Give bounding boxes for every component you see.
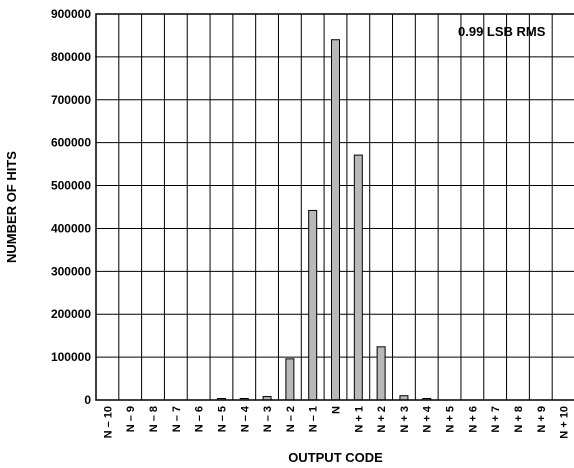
y-tick-label: 300000 [51, 264, 91, 278]
x-tick-label: N + 4 [422, 405, 434, 432]
y-tick-label: 600000 [51, 136, 91, 150]
y-axis-title: NUMBER OF HITS [4, 151, 19, 263]
x-tick-label: N + 3 [399, 406, 411, 433]
x-tick-label: N – 9 [125, 406, 137, 432]
bar [286, 359, 294, 400]
x-tick-label: N [331, 406, 343, 414]
y-tick-label: 400000 [51, 221, 91, 235]
y-tick-label: 500000 [51, 179, 91, 193]
x-tick-label: N – 7 [171, 406, 183, 432]
y-tick-labels: 0 100000 200000 300000 400000 500000 600000 700… [51, 7, 91, 407]
y-tick-label: 0 [84, 393, 91, 407]
y-tick-label: 900000 [51, 7, 91, 21]
x-tick-label: N – 6 [194, 406, 206, 432]
bar [309, 210, 317, 400]
x-tick-labels: N – 10 N – 9 N – 8 N – 7 N – 6 N – 5 N – 4 N – … [102, 405, 570, 439]
y-tick-label: 700000 [51, 93, 91, 107]
bar [377, 347, 385, 400]
x-tick-label: N + 6 [467, 406, 479, 433]
x-tick-label: N + 7 [490, 406, 502, 433]
x-tick-label: N – 10 [102, 406, 114, 438]
x-axis-title: OUTPUT CODE [288, 450, 383, 465]
y-tick-label: 100000 [51, 350, 91, 364]
x-tick-label: N + 10 [559, 406, 571, 439]
x-tick-label: N – 3 [262, 406, 274, 432]
x-tick-label: N + 8 [513, 406, 525, 433]
x-tick-label: N – 2 [285, 406, 297, 432]
x-tick-label: N + 2 [376, 406, 388, 433]
x-tick-label: N + 9 [536, 406, 548, 433]
x-tick-label: N – 4 [239, 405, 251, 432]
x-tick-label: N – 5 [216, 406, 228, 432]
rms-annotation: 0.99 LSB RMS [458, 24, 546, 39]
x-tick-label: N + 1 [353, 406, 365, 433]
x-tick-label: N + 5 [445, 406, 457, 433]
y-tick-label: 200000 [51, 307, 91, 321]
y-tick-label: 800000 [51, 50, 91, 64]
bar [332, 40, 340, 400]
bar [354, 155, 362, 400]
x-tick-label: N – 1 [308, 406, 320, 432]
x-tick-label: N – 8 [148, 406, 160, 432]
